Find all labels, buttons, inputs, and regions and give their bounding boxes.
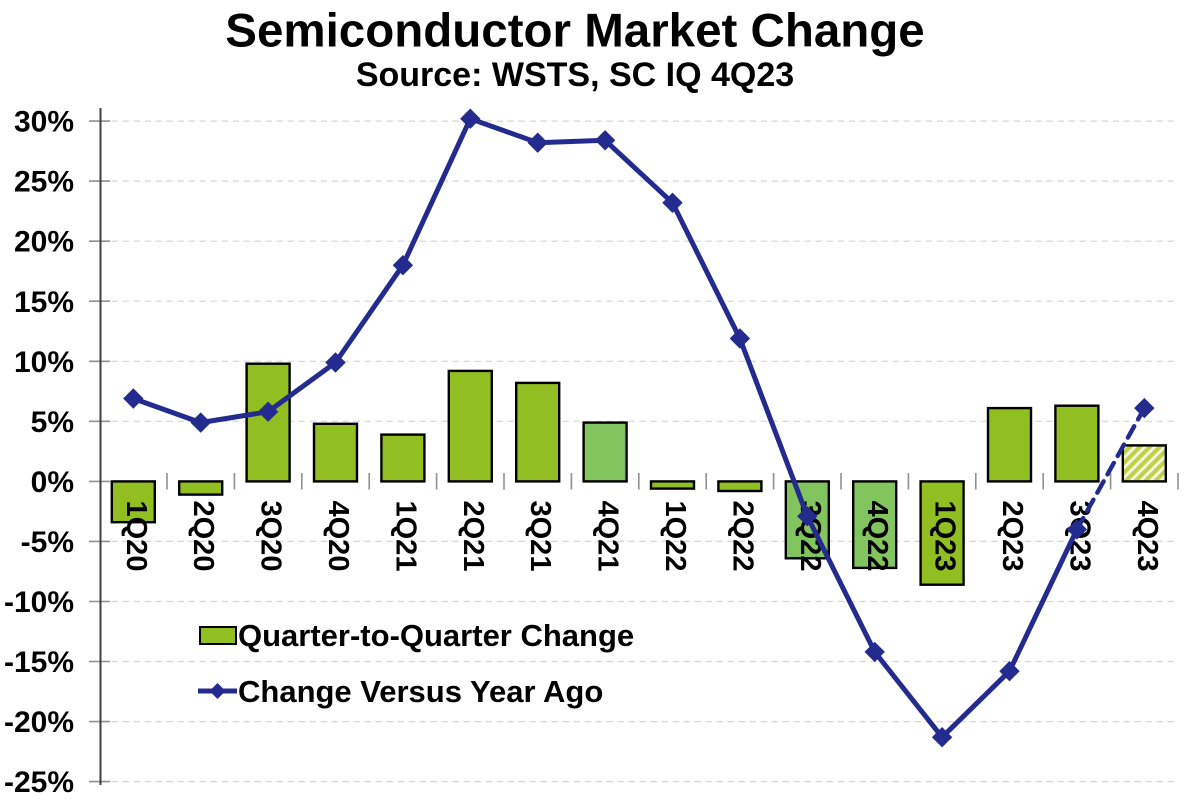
svg-text:0%: 0%: [31, 466, 74, 499]
svg-text:4Q23: 4Q23: [1131, 501, 1163, 572]
svg-text:-20%: -20%: [4, 706, 74, 739]
svg-text:1Q22: 1Q22: [659, 501, 691, 572]
svg-text:15%: 15%: [14, 286, 74, 319]
svg-text:30%: 30%: [14, 106, 74, 139]
svg-text:2Q21: 2Q21: [457, 501, 489, 572]
svg-text:2Q20: 2Q20: [187, 501, 219, 572]
svg-text:Change Versus Year Ago: Change Versus Year Ago: [238, 674, 603, 709]
svg-text:-5%: -5%: [21, 526, 74, 559]
svg-text:4Q20: 4Q20: [322, 501, 354, 572]
svg-text:20%: 20%: [14, 226, 74, 259]
svg-text:4Q22: 4Q22: [861, 501, 893, 572]
svg-text:-10%: -10%: [4, 586, 74, 619]
svg-text:Quarter-to-Quarter Change: Quarter-to-Quarter Change: [238, 618, 634, 653]
svg-text:1Q20: 1Q20: [120, 501, 152, 572]
svg-text:25%: 25%: [14, 166, 74, 199]
svg-text:2Q23: 2Q23: [996, 501, 1028, 572]
svg-text:1Q23: 1Q23: [929, 501, 961, 572]
svg-text:Source: WSTS, SC IQ 4Q23: Source: WSTS, SC IQ 4Q23: [356, 56, 794, 94]
svg-text:1Q21: 1Q21: [389, 501, 421, 572]
svg-text:3Q20: 3Q20: [255, 501, 287, 572]
svg-text:5%: 5%: [31, 406, 74, 439]
svg-text:10%: 10%: [14, 346, 74, 379]
svg-text:2Q22: 2Q22: [726, 501, 758, 572]
svg-text:-25%: -25%: [4, 766, 74, 799]
svg-text:-15%: -15%: [4, 646, 74, 679]
svg-text:4Q21: 4Q21: [592, 501, 624, 572]
svg-text:Semiconductor Market Change: Semiconductor Market Change: [225, 5, 924, 58]
svg-text:3Q21: 3Q21: [524, 501, 556, 572]
